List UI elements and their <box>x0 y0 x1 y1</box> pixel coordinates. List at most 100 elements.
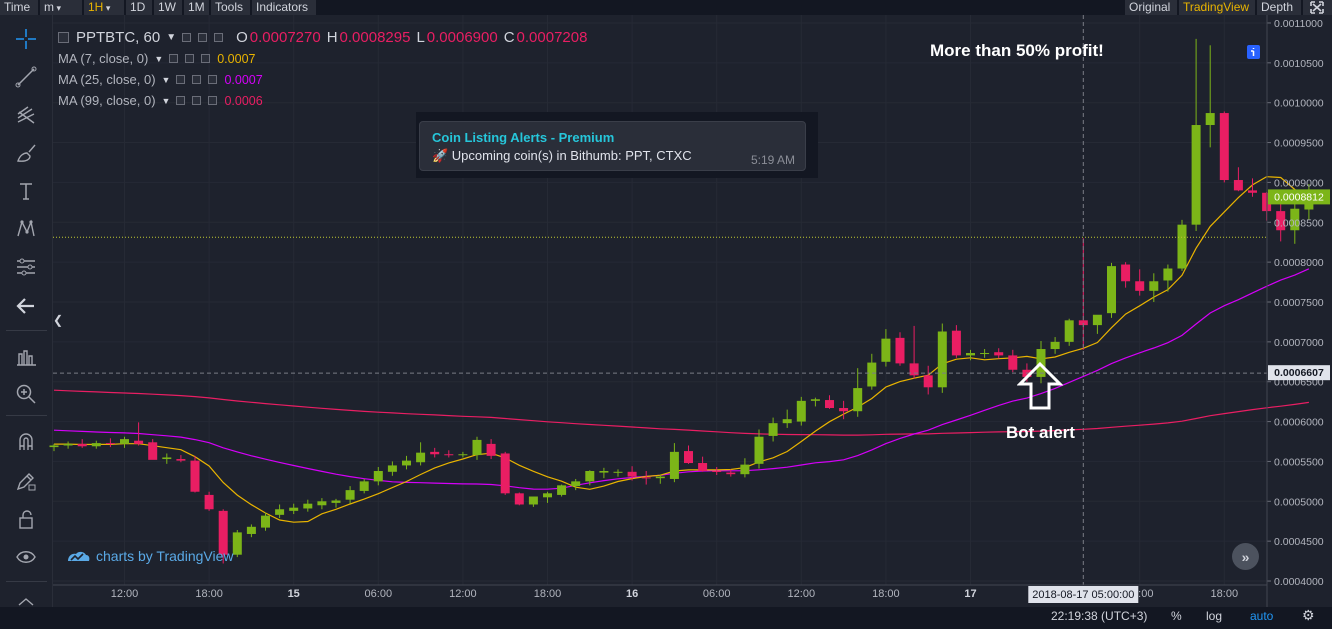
minute-interval-dropdown[interactable]: m <box>40 0 82 15</box>
settings-icon[interactable] <box>198 33 208 42</box>
ma7-name[interactable]: MA (7, close, 0) <box>58 51 149 66</box>
time-button[interactable]: Time <box>0 0 38 15</box>
pitchfork-icon <box>17 106 35 124</box>
close-icon[interactable] <box>201 54 211 63</box>
auto-toggle[interactable]: auto <box>1250 609 1274 623</box>
magnet-tool[interactable] <box>10 428 42 456</box>
crosshair-icon <box>16 29 36 49</box>
time-tick-label: 12:00 <box>788 588 816 600</box>
back-tool[interactable] <box>10 292 42 320</box>
time-tick-label: 12:00 <box>449 588 477 600</box>
fibonacci-icon <box>17 258 35 276</box>
pattern-tool[interactable] <box>10 215 42 243</box>
time-axis: 12:00 18:00 15 06:00 12:00 18:00 16 06:00 12:00 1… <box>53 584 1267 603</box>
settings-icon[interactable] <box>192 96 202 105</box>
visibility-icon[interactable] <box>182 33 192 42</box>
visibility-tool[interactable] <box>10 543 42 571</box>
moving-averages <box>53 176 1310 523</box>
candle-body <box>1233 180 1243 191</box>
crosshair-tool[interactable] <box>10 25 42 53</box>
ma99-name[interactable]: MA (99, close, 0) <box>58 93 156 108</box>
trendline-icon <box>15 66 37 88</box>
high-value: 0.0008295 <box>339 29 411 46</box>
candle-body <box>867 362 877 387</box>
settings-icon[interactable] <box>192 75 202 84</box>
candle-body <box>472 439 482 456</box>
percent-toggle[interactable]: % <box>1171 609 1182 623</box>
candle-body <box>994 352 1004 356</box>
brush-tool[interactable] <box>10 139 42 167</box>
candle-body <box>613 471 623 473</box>
zoom-tool[interactable] <box>10 380 42 408</box>
alert-body: 🚀 Upcoming coin(s) in Bithumb: PPT, CTXC <box>432 148 692 163</box>
tradingview-watermark[interactable]: charts by TradingView <box>66 548 233 564</box>
collapse-handle[interactable]: ❮ <box>53 313 64 327</box>
close-icon[interactable] <box>208 96 218 105</box>
tools-button[interactable]: Tools <box>211 0 250 15</box>
log-toggle[interactable]: log <box>1206 609 1223 623</box>
settings-icon[interactable] <box>185 54 195 63</box>
visibility-icon[interactable] <box>176 96 186 105</box>
interval-1h-button[interactable]: 1H <box>84 0 124 15</box>
candle-body <box>345 490 355 500</box>
candle-body <box>881 338 891 362</box>
view-depth-button[interactable]: Depth <box>1257 0 1301 15</box>
profit-annotation: More than 50% profit! <box>930 41 1104 60</box>
candle-body <box>627 471 637 477</box>
price-tick-label: 0.0008000 <box>1274 257 1324 269</box>
pitchfork-tool[interactable] <box>10 101 42 129</box>
close-icon[interactable] <box>208 75 218 84</box>
toolbar-divider <box>6 330 47 331</box>
chevron-down-icon[interactable]: ▼ <box>166 32 177 43</box>
lock-tool[interactable] <box>10 505 42 533</box>
close-icon[interactable] <box>214 33 224 42</box>
fullscreen-button[interactable] <box>1303 0 1332 15</box>
interval-1w-button[interactable]: 1W <box>154 0 182 15</box>
toolbar-divider <box>6 415 47 416</box>
candle-body <box>63 443 73 446</box>
trendline-tool[interactable] <box>10 63 42 91</box>
info-icon[interactable] <box>1247 45 1260 59</box>
candle-body <box>754 436 764 464</box>
price-tick-label: 0.0005000 <box>1274 496 1324 508</box>
ma25-name[interactable]: MA (25, close, 0) <box>58 72 156 87</box>
measure-tool[interactable] <box>10 343 42 371</box>
collapse-legend-icon[interactable] <box>58 32 69 43</box>
price-tick-label: 0.0007000 <box>1274 337 1324 349</box>
interval-1m-button[interactable]: 1M <box>184 0 209 15</box>
candle-body <box>641 477 651 479</box>
indicators-button[interactable]: Indicators <box>252 0 316 15</box>
scroll-to-latest-button[interactable]: » <box>1232 543 1259 570</box>
text-tool[interactable] <box>10 177 42 205</box>
chevron-down-icon[interactable]: ▼ <box>154 53 164 64</box>
settings-button[interactable]: ⚙ <box>1302 607 1315 624</box>
candle-body <box>458 454 468 456</box>
candle-body <box>190 460 200 492</box>
view-original-button[interactable]: Original <box>1125 0 1177 15</box>
ma99-legend: MA (99, close, 0) ▼ 0.0006 <box>58 93 263 108</box>
ma99-value: 0.0006 <box>224 93 263 108</box>
stay-drawing-tool[interactable] <box>10 467 42 495</box>
eye-icon <box>16 551 36 563</box>
close-value: 0.0007208 <box>516 29 588 46</box>
chevron-down-icon[interactable]: ▼ <box>161 95 171 106</box>
crosshair-time-tag <box>1028 586 1139 603</box>
ruler-icon <box>17 350 36 366</box>
candle-body <box>740 464 750 475</box>
visibility-icon[interactable] <box>176 75 186 84</box>
view-tradingview-button[interactable]: TradingView <box>1179 0 1255 15</box>
fib-tool[interactable] <box>10 253 42 281</box>
close-label: C <box>503 29 515 46</box>
candle-body <box>937 331 947 388</box>
candle-body <box>909 363 919 376</box>
candle-body <box>1107 266 1116 314</box>
chevron-down-icon[interactable]: ▼ <box>161 74 171 85</box>
last-price-label: 0.0008812 <box>1274 191 1324 203</box>
candle-body <box>1078 320 1088 326</box>
symbol-name[interactable]: PPTBTC, 60 <box>76 29 161 46</box>
price-tick-label: 0.0006000 <box>1274 417 1324 429</box>
visibility-icon[interactable] <box>169 54 179 63</box>
time-tick-label: 15 <box>288 588 300 600</box>
interval-1d-button[interactable]: 1D <box>126 0 152 15</box>
